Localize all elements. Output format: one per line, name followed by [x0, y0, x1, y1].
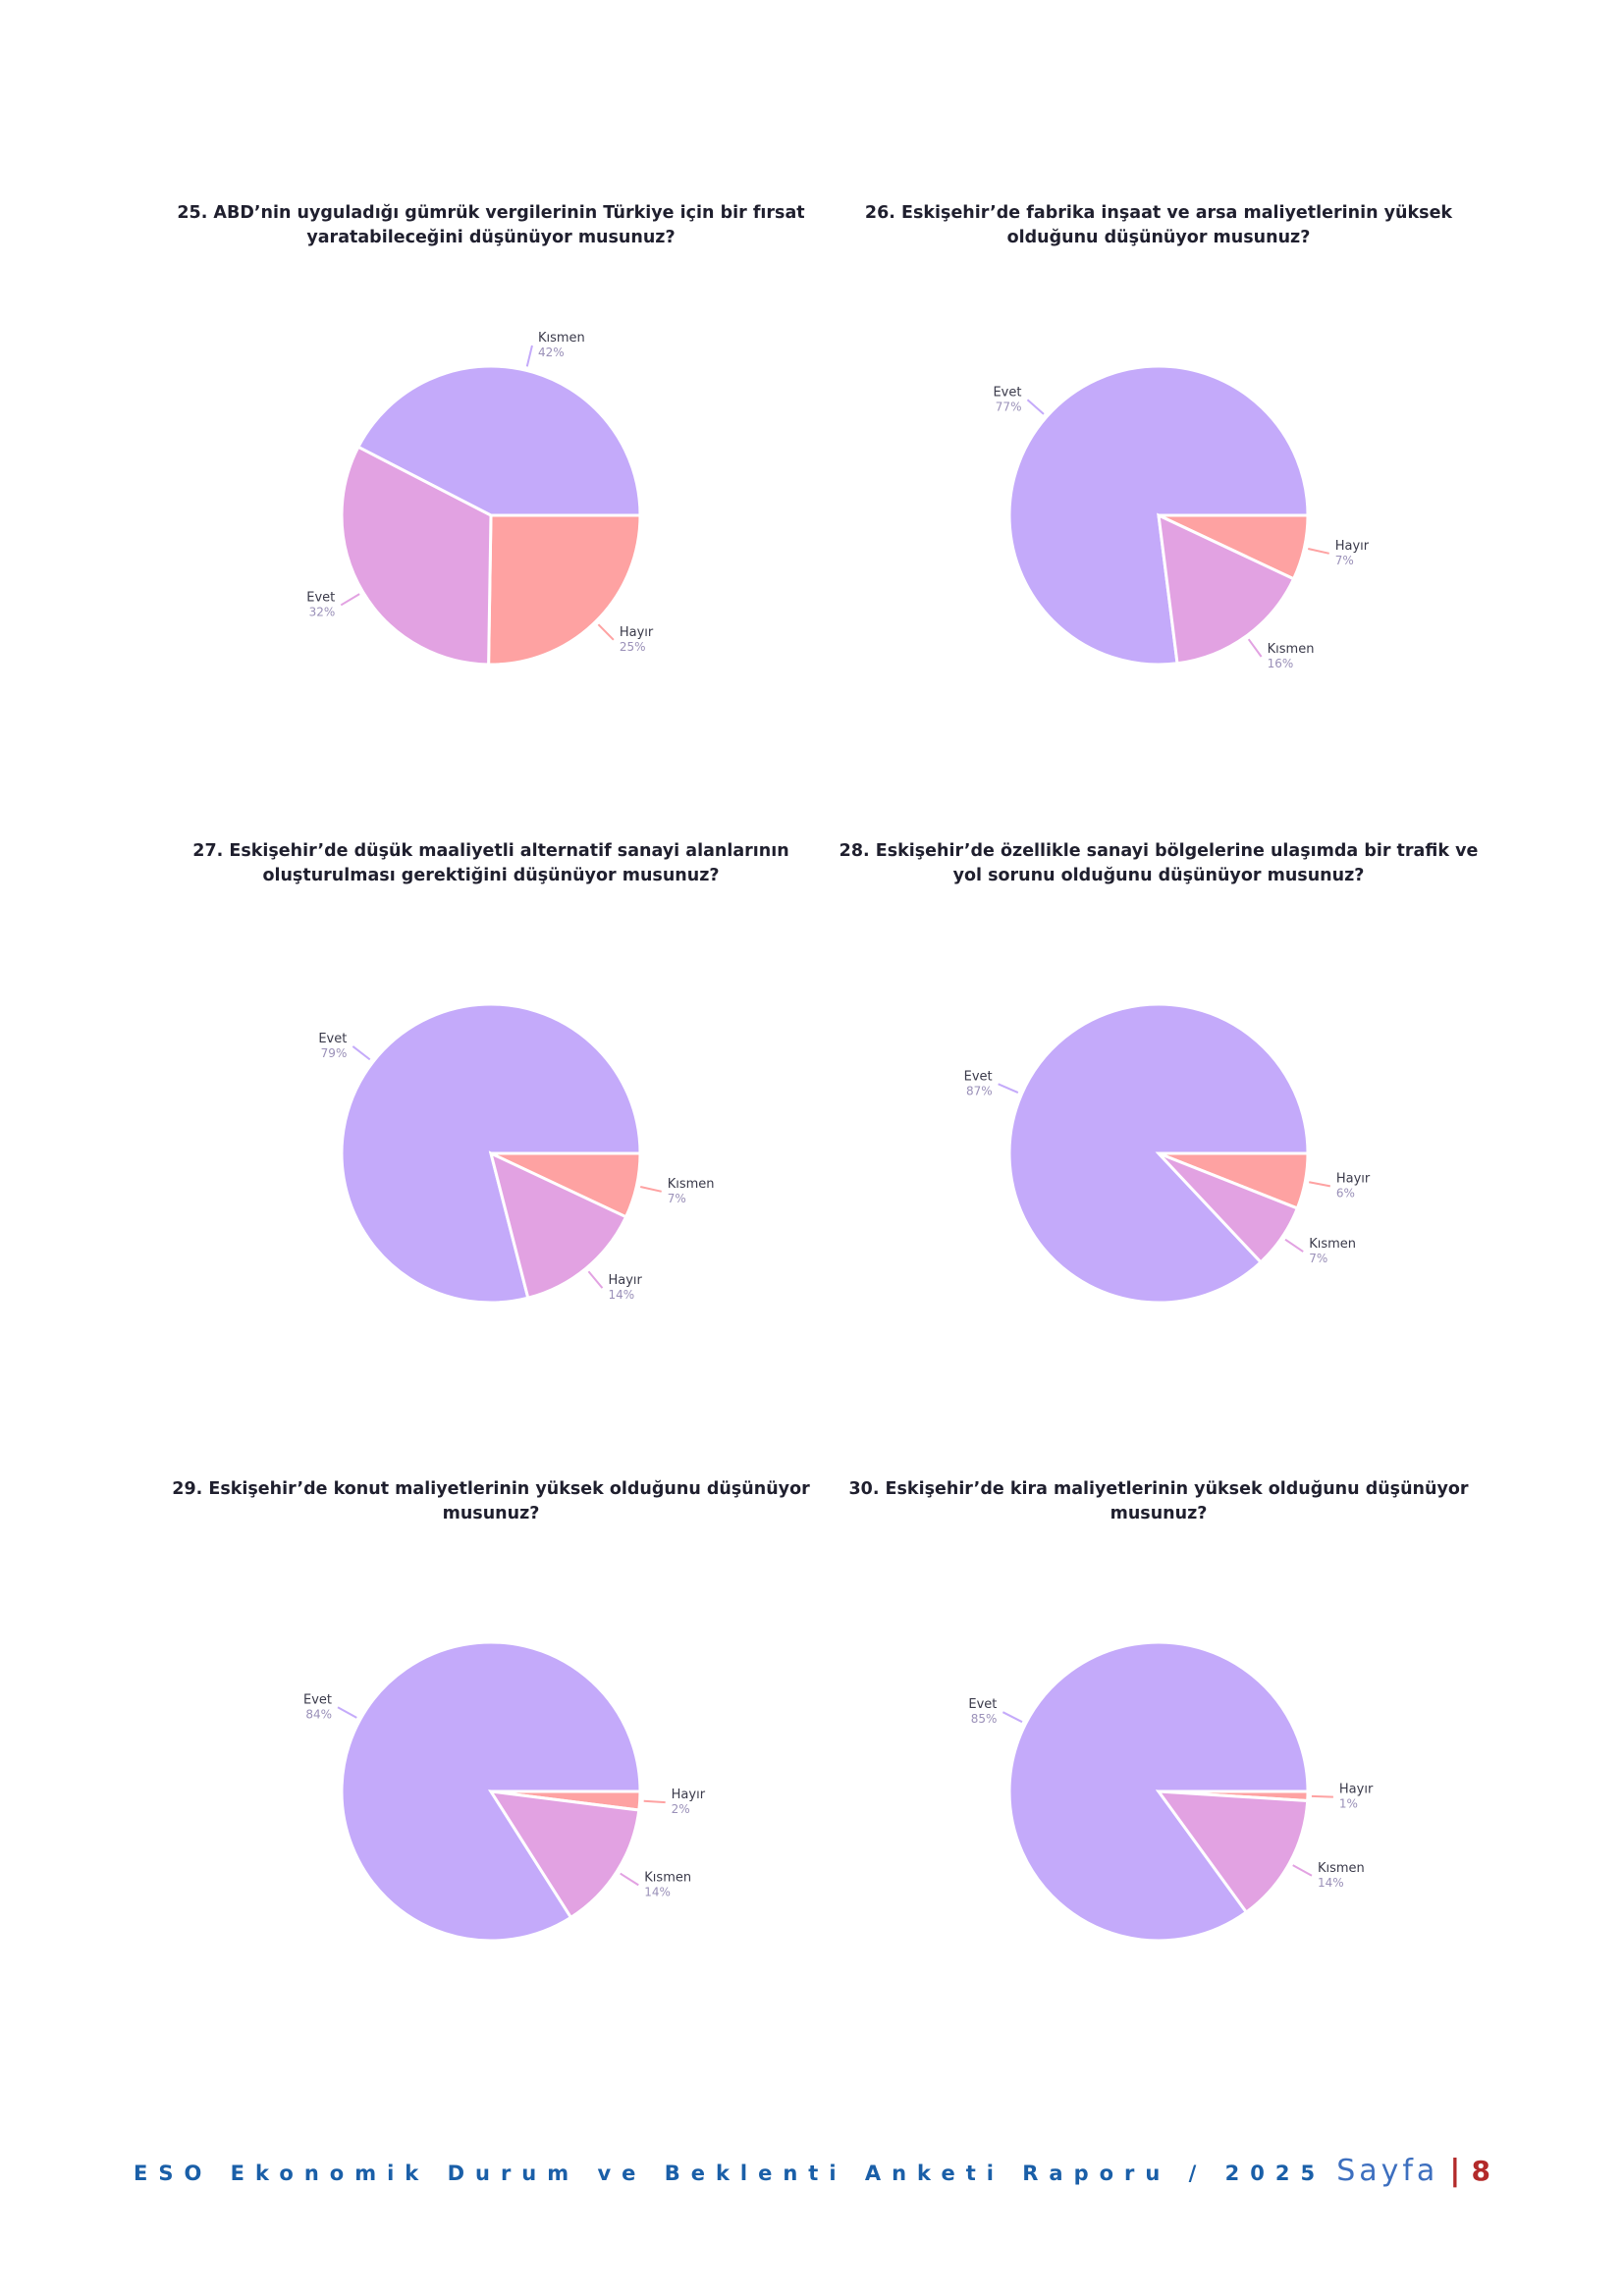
- leader-line: [643, 1799, 666, 1804]
- slice-value-label: 2%: [672, 1802, 690, 1816]
- pie-slice-kısmen: [1157, 1151, 1300, 1264]
- pie-slice-evet: [340, 1002, 642, 1305]
- pie-slice-hayır: [488, 1150, 628, 1301]
- leader-line: [1001, 1711, 1023, 1724]
- slice-value-label: 1%: [1339, 1797, 1358, 1811]
- leader-line: [587, 1270, 604, 1289]
- slice-label: Kısmen: [668, 1177, 715, 1192]
- leader-line: [620, 1872, 639, 1887]
- leader-line: [1292, 1864, 1313, 1877]
- slice-value-label: 85%: [971, 1712, 998, 1726]
- slice-value-label: 32%: [309, 605, 336, 618]
- slice-value-label: 6%: [1336, 1186, 1355, 1200]
- slice-value-label: 77%: [996, 400, 1022, 413]
- leader-line: [525, 345, 533, 367]
- pie-slice-evet: [1007, 364, 1310, 667]
- slice-value-label: 7%: [1335, 554, 1354, 567]
- slice-value-label: 87%: [966, 1084, 993, 1097]
- chart-27: 27. Eskişehir’de düşük maaliyetli altern…: [147, 839, 835, 1389]
- chart-title: 27. Eskişehir’de düşük maaliyetli altern…: [192, 841, 789, 885]
- pie-slice-kısmen: [355, 364, 642, 517]
- slice-label: Hayır: [672, 1788, 706, 1802]
- slice-label: Evet: [968, 1697, 997, 1712]
- leader-line: [337, 1706, 357, 1719]
- slice-value-label: 7%: [668, 1192, 686, 1205]
- slice-label: Evet: [964, 1069, 993, 1084]
- slice-label: Kısmen: [1309, 1237, 1356, 1252]
- footer-separator: |: [1449, 2154, 1461, 2188]
- chart-26: 26. Eskişehir’de fabrika inşaat ve arsa …: [815, 201, 1502, 751]
- slice-label: Kısmen: [644, 1870, 691, 1885]
- leader-line: [1284, 1238, 1304, 1253]
- chart-title: 26. Eskişehir’de fabrika inşaat ve arsa …: [864, 203, 1453, 247]
- slice-label: Evet: [993, 385, 1021, 400]
- pie-slice-kısmen: [488, 1789, 641, 1920]
- chart-29: 29. Eskişehir’de konut maliyetlerinin yü…: [147, 1477, 835, 2027]
- slice-label: Hayır: [1336, 1171, 1371, 1186]
- slice-label: Evet: [303, 1692, 332, 1707]
- slice-value-label: 14%: [1318, 1876, 1344, 1890]
- chart-title: 30. Eskişehir’de kira maliyetlerinin yük…: [848, 1479, 1469, 1523]
- chart-28: 28. Eskişehir’de özellikle sanayi bölgel…: [815, 839, 1502, 1389]
- pie-slice-evet: [1007, 1002, 1310, 1305]
- leader-line: [640, 1186, 662, 1193]
- leader-line: [1309, 1181, 1331, 1188]
- pie-slice-evet: [340, 445, 493, 667]
- leader-line: [597, 623, 615, 641]
- footer-report-title: ESO Ekonomik Durum ve Beklenti Anketi Ra…: [134, 2162, 1326, 2185]
- chart-25: 25. ABD’nin uyguladığı gümrük vergilerin…: [147, 201, 835, 751]
- leader-line: [1308, 548, 1329, 555]
- pie-slice-kısmen: [1155, 1789, 1310, 1915]
- slice-label: Evet: [318, 1032, 347, 1046]
- pie-slice-hayır: [487, 513, 642, 667]
- leader-line: [1311, 1794, 1333, 1798]
- slice-label: Kısmen: [538, 331, 585, 346]
- chart-title: 25. ABD’nin uyguladığı gümrük vergilerin…: [177, 203, 805, 247]
- slice-value-label: 25%: [620, 640, 646, 654]
- footer-page-word: Sayfa: [1336, 2154, 1439, 2188]
- slice-value-label: 79%: [321, 1046, 348, 1060]
- slice-value-label: 14%: [608, 1288, 634, 1302]
- slice-label: Hayır: [620, 625, 654, 640]
- chart-title: 28. Eskişehir’de özellikle sanayi bölgel…: [839, 841, 1479, 885]
- slice-value-label: 84%: [305, 1707, 332, 1721]
- leader-line: [340, 593, 360, 607]
- leader-line: [998, 1083, 1019, 1094]
- slice-label: Hayır: [1339, 1783, 1374, 1797]
- slice-label: Evet: [306, 590, 335, 605]
- leader-line: [1247, 638, 1263, 658]
- slice-value-label: 42%: [538, 346, 565, 359]
- chart-title: 29. Eskişehir’de konut maliyetlerinin yü…: [172, 1479, 810, 1523]
- leader-line: [1026, 399, 1045, 415]
- pie-slice-kısmen: [1157, 512, 1296, 666]
- leader-line: [352, 1045, 371, 1061]
- page-number: 8: [1471, 2155, 1490, 2187]
- page-footer: ESO Ekonomik Durum ve Beklenti Anketi Ra…: [0, 2154, 1624, 2188]
- slice-label: Hayır: [608, 1273, 642, 1288]
- slice-value-label: 14%: [644, 1885, 671, 1898]
- slice-label: Hayır: [1335, 539, 1370, 554]
- slice-label: Kısmen: [1318, 1861, 1365, 1876]
- slice-value-label: 16%: [1268, 657, 1294, 670]
- slice-label: Kısmen: [1268, 642, 1315, 657]
- slice-value-label: 7%: [1309, 1252, 1327, 1265]
- chart-30: 30. Eskişehir’de kira maliyetlerinin yük…: [815, 1477, 1502, 2027]
